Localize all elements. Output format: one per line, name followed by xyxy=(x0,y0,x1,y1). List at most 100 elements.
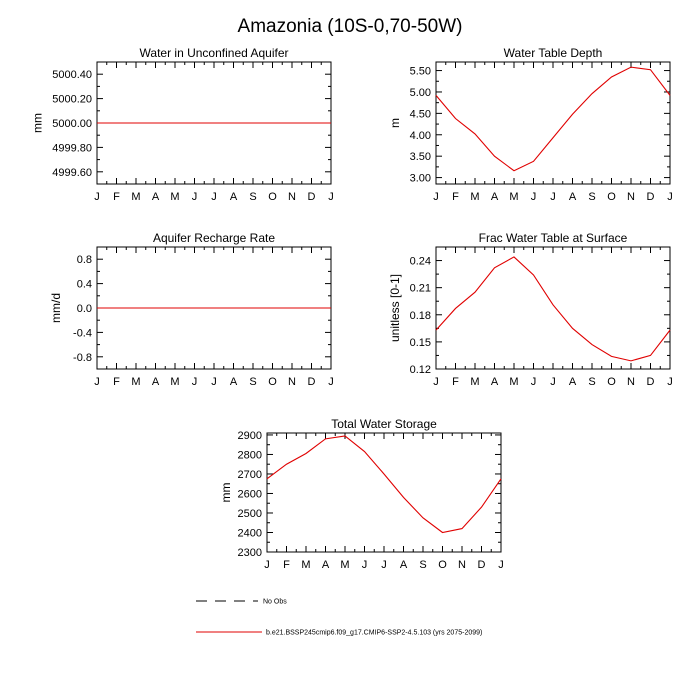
y-tick-label: 3.50 xyxy=(410,151,431,163)
x-tick-label: A xyxy=(230,376,238,388)
legend-label-no-obs: No Obs xyxy=(263,599,287,606)
x-tick-label: M xyxy=(170,191,179,203)
x-tick-label: F xyxy=(283,559,290,571)
y-tick-label: 5000.40 xyxy=(52,69,92,81)
x-tick-label: M xyxy=(509,376,518,388)
chart-title: Frac Water Table at Surface xyxy=(479,231,628,245)
x-tick-label: M xyxy=(509,191,518,203)
x-tick-label: A xyxy=(322,559,330,571)
x-tick-label: A xyxy=(230,191,238,203)
y-tick-label: 4999.80 xyxy=(52,142,92,154)
y-tick-label: 0.0 xyxy=(77,303,92,315)
chart-title: Water in Unconfined Aquifer xyxy=(140,46,289,60)
x-tick-label: A xyxy=(400,559,408,571)
y-tick-label: 2900 xyxy=(238,430,262,442)
x-tick-label: D xyxy=(647,191,655,203)
y-tick-label: 2800 xyxy=(238,449,262,461)
x-tick-label: J xyxy=(381,559,387,571)
y-tick-label: 4.50 xyxy=(410,108,431,120)
x-tick-label: M xyxy=(470,191,479,203)
chart-title: Water Table Depth xyxy=(504,46,603,60)
y-axis-label: mm xyxy=(31,113,45,133)
x-tick-label: J xyxy=(192,191,198,203)
x-tick-label: N xyxy=(627,376,635,388)
x-tick-label: J xyxy=(550,191,556,203)
y-axis-label: m xyxy=(388,118,402,128)
x-tick-label: M xyxy=(131,376,140,388)
x-tick-label: J xyxy=(264,559,270,571)
page-title: Amazonia (10S-0,70-50W) xyxy=(238,16,463,37)
x-tick-label: D xyxy=(308,376,316,388)
chart-title: Total Water Storage xyxy=(331,417,437,431)
y-tick-label: 0.8 xyxy=(77,254,92,266)
x-tick-label: M xyxy=(301,559,310,571)
y-axis-label: mm xyxy=(219,483,233,503)
x-tick-label: J xyxy=(433,191,439,203)
x-tick-label: O xyxy=(607,191,616,203)
y-tick-label: 5.50 xyxy=(410,66,431,78)
y-tick-label: 5000.00 xyxy=(52,118,92,130)
x-tick-label: S xyxy=(249,191,256,203)
y-tick-label: 0.21 xyxy=(410,283,431,295)
x-tick-label: J xyxy=(328,376,334,388)
x-tick-label: A xyxy=(491,191,499,203)
x-tick-label: A xyxy=(491,376,499,388)
legend-label-model-run: b.e21.BSSP245cmip6.f09_g17.CMIP6-SSP2-4.… xyxy=(266,630,482,637)
x-tick-label: N xyxy=(288,191,296,203)
x-tick-label: S xyxy=(588,376,595,388)
y-tick-label: -0.8 xyxy=(73,352,92,364)
y-tick-label: -0.4 xyxy=(73,327,92,339)
y-tick-label: 2300 xyxy=(238,547,262,559)
x-tick-label: J xyxy=(211,191,217,203)
y-axis-label: mm/d xyxy=(49,293,63,323)
series-line-0 xyxy=(435,66,671,172)
x-tick-label: J xyxy=(498,559,504,571)
x-tick-label: O xyxy=(607,376,616,388)
x-tick-label: D xyxy=(647,376,655,388)
y-tick-label: 2400 xyxy=(238,527,262,539)
y-tick-label: 0.18 xyxy=(410,310,431,322)
x-tick-label: S xyxy=(588,191,595,203)
x-tick-label: O xyxy=(438,559,447,571)
legend: No Obs b.e21.BSSP245cmip6.f09_g17.CMIP6-… xyxy=(196,599,482,637)
y-tick-label: 5.00 xyxy=(410,87,431,99)
y-tick-label: 5000.20 xyxy=(52,94,92,106)
x-tick-label: S xyxy=(419,559,426,571)
chart-title: Aquifer Recharge Rate xyxy=(153,231,275,245)
x-tick-label: J xyxy=(362,559,368,571)
y-tick-label: 0.4 xyxy=(77,279,92,291)
x-tick-label: J xyxy=(211,376,217,388)
y-tick-label: 4999.60 xyxy=(52,167,92,179)
x-tick-label: M xyxy=(340,559,349,571)
series-line-0 xyxy=(435,256,671,362)
y-tick-label: 2700 xyxy=(238,469,262,481)
x-tick-label: M xyxy=(470,376,479,388)
x-tick-label: S xyxy=(249,376,256,388)
x-tick-label: N xyxy=(627,191,635,203)
x-tick-label: N xyxy=(288,376,296,388)
y-tick-label: 2500 xyxy=(238,508,262,520)
x-tick-label: D xyxy=(308,191,316,203)
y-tick-label: 0.24 xyxy=(410,256,431,268)
x-tick-label: J xyxy=(531,191,537,203)
x-tick-label: F xyxy=(452,376,459,388)
x-tick-label: O xyxy=(268,376,277,388)
x-tick-label: F xyxy=(113,191,120,203)
x-tick-label: J xyxy=(94,191,100,203)
x-tick-label: A xyxy=(152,191,160,203)
plot-frame xyxy=(435,246,671,370)
y-tick-label: 2600 xyxy=(238,488,262,500)
x-tick-label: M xyxy=(131,191,140,203)
x-tick-label: J xyxy=(550,376,556,388)
x-tick-label: J xyxy=(531,376,537,388)
x-tick-label: A xyxy=(152,376,160,388)
y-tick-label: 4.00 xyxy=(410,130,431,142)
y-tick-label: 0.12 xyxy=(410,364,431,376)
x-tick-label: J xyxy=(433,376,439,388)
x-tick-label: N xyxy=(458,559,466,571)
